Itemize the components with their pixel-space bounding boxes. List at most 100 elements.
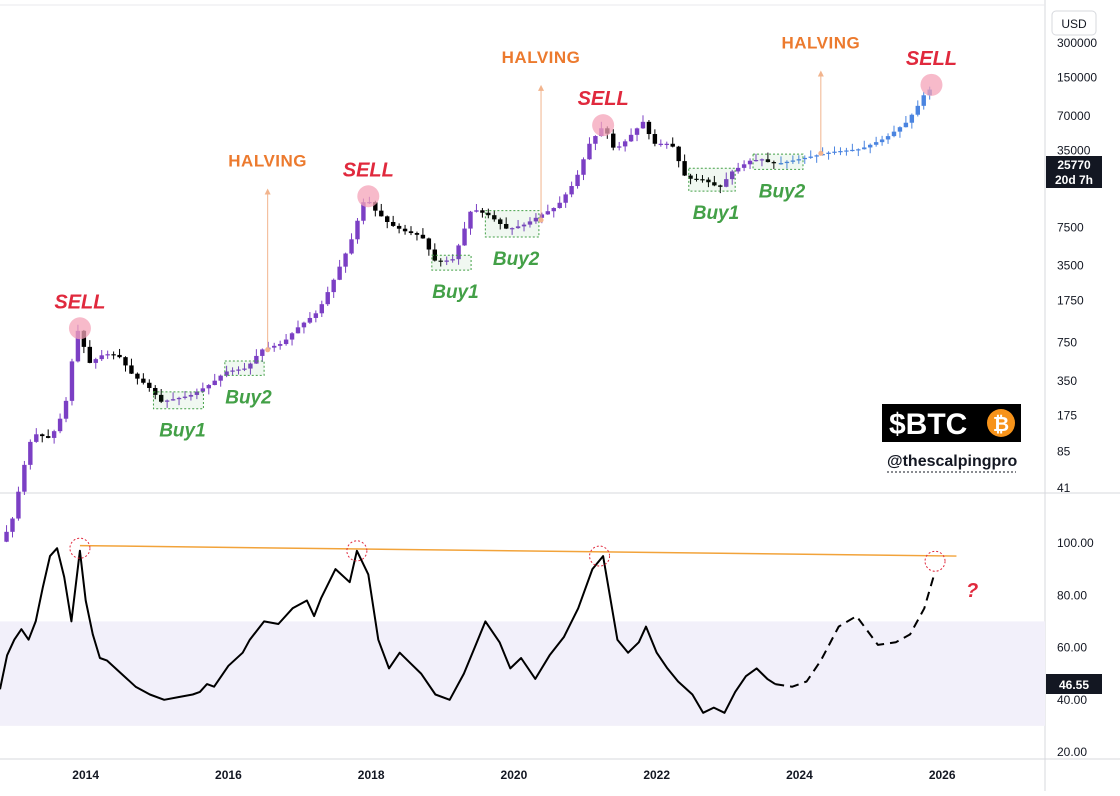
rsi-tick-label: 20.00 xyxy=(1057,745,1087,759)
candle xyxy=(325,286,330,306)
candle xyxy=(408,226,414,236)
price-tick-label: 85 xyxy=(1057,445,1071,459)
price-y-axis[interactable]: 41 85 175 350 750 1750 3500 7500 35000 70000 15000… xyxy=(1057,36,1097,495)
candle-body xyxy=(915,105,920,115)
candle-body xyxy=(349,239,354,254)
candle xyxy=(331,278,336,298)
buy-zone-box xyxy=(224,360,265,376)
candle-body xyxy=(658,143,664,145)
candle xyxy=(462,221,467,246)
candle-body xyxy=(557,202,562,209)
candle-body xyxy=(790,160,796,162)
candle xyxy=(593,135,598,151)
candle-body xyxy=(373,202,378,211)
candle xyxy=(796,155,802,164)
candle xyxy=(158,389,164,404)
rsi-peak-marker xyxy=(589,545,611,567)
buy-annotation: Buy1 xyxy=(688,167,739,224)
candle xyxy=(182,391,188,400)
candle-body xyxy=(706,179,711,183)
price-tick-label: 41 xyxy=(1057,481,1071,495)
candle-body xyxy=(521,224,527,227)
halving-arrow-head xyxy=(264,188,271,195)
candle xyxy=(628,128,634,142)
candle-body xyxy=(230,370,235,372)
candle xyxy=(260,348,265,362)
candle xyxy=(93,357,98,369)
candle-body xyxy=(450,259,455,261)
year-tick-label: 2024 xyxy=(786,768,813,782)
candle xyxy=(474,204,479,213)
candle-body xyxy=(539,214,545,218)
currency-button[interactable]: USD xyxy=(1051,10,1097,36)
candle-body xyxy=(414,233,420,235)
time-x-axis[interactable]: 2014 2016 2018 2020 2022 2024 2026 xyxy=(72,768,956,782)
candle xyxy=(40,433,45,443)
candle xyxy=(444,256,449,266)
candle xyxy=(218,374,223,387)
candle xyxy=(587,137,592,160)
candle-body xyxy=(826,152,831,154)
price-tick-label: 175 xyxy=(1057,408,1077,422)
candle xyxy=(289,332,295,346)
candle-body xyxy=(694,178,699,180)
buy-annotation: Buy1 xyxy=(152,391,206,442)
candle-body xyxy=(444,260,449,262)
candle-body xyxy=(206,385,211,389)
sell-annotation: SELL xyxy=(906,48,957,96)
price-tick-label: 750 xyxy=(1057,336,1077,350)
candle xyxy=(885,133,891,144)
candle xyxy=(69,358,75,406)
price-tick-label: 350 xyxy=(1057,374,1077,388)
candle xyxy=(873,136,879,147)
candle xyxy=(34,428,39,443)
candle-body xyxy=(862,147,867,150)
candle xyxy=(862,140,867,150)
candle-body xyxy=(759,159,765,161)
sell-marker-circle xyxy=(68,317,91,340)
buy-zone-box xyxy=(752,153,804,170)
candle xyxy=(16,486,21,521)
price-tick-label: 1750 xyxy=(1057,293,1084,307)
candle-body xyxy=(283,339,289,345)
candle xyxy=(135,372,140,385)
candle xyxy=(129,358,134,375)
candle-body xyxy=(712,182,717,186)
candle xyxy=(498,217,503,230)
bitcoin-symbol: ₿ xyxy=(993,414,1009,436)
candle-body xyxy=(545,211,551,215)
candle-body xyxy=(81,330,87,347)
rsi-layer xyxy=(0,537,957,714)
sell-label: SELL xyxy=(343,159,394,181)
buy-label: Buy1 xyxy=(693,203,739,224)
candle xyxy=(426,237,432,256)
annotations-layer: SELL SELL SELL SELL Buy1 Buy2 Buy1 Buy2 Buy1 Buy2… xyxy=(54,34,957,442)
candle-body xyxy=(724,179,729,187)
candle-body xyxy=(147,382,152,388)
candle xyxy=(456,243,461,265)
candle-body xyxy=(402,228,408,232)
candle-body xyxy=(575,174,580,187)
candle-body xyxy=(432,249,438,261)
sell-marker-circle xyxy=(592,114,615,137)
halving-arrow-dot xyxy=(818,150,824,156)
candle xyxy=(712,175,717,187)
candle-body xyxy=(909,114,915,123)
buy-annotation: Buy2 xyxy=(484,210,540,270)
candle xyxy=(868,143,873,154)
rsi-band-layer xyxy=(0,621,1045,726)
candle-body xyxy=(158,394,164,402)
bar-countdown: 20d 7h xyxy=(1055,173,1093,187)
candle-body xyxy=(664,143,669,145)
candle xyxy=(4,525,9,543)
candle xyxy=(319,300,324,318)
candle-body xyxy=(218,375,223,381)
currency-label: USD xyxy=(1061,17,1087,31)
rsi-y-axis[interactable]: 20.00 40.00 60.00 80.00 100.00 xyxy=(1057,536,1094,759)
candle-body xyxy=(248,363,253,369)
candle xyxy=(194,388,200,400)
candle-body xyxy=(480,210,485,213)
candle xyxy=(611,129,616,151)
